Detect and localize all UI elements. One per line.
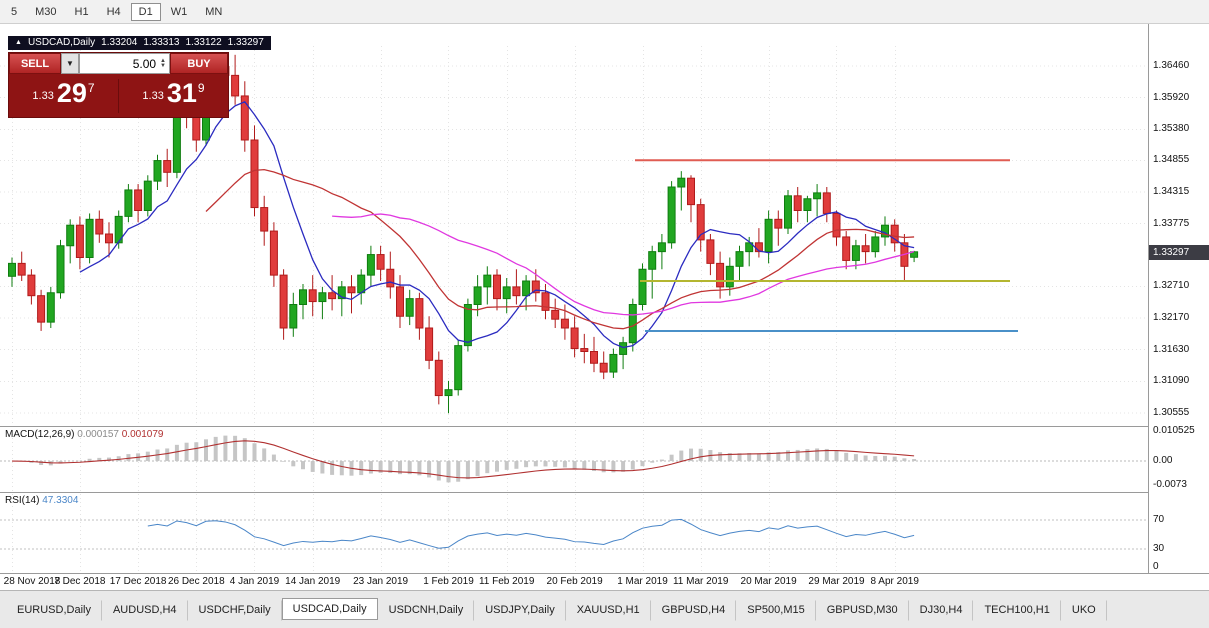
ohlc-low: 1.33122 xyxy=(185,37,222,48)
moving-averages xyxy=(79,101,915,349)
chart-header: ▲ USDCAD,Daily 1.33204 1.33313 1.33122 1… xyxy=(8,36,271,50)
chart-symbol-label: USDCAD,Daily xyxy=(27,37,96,48)
rsi-value: 47.3304 xyxy=(42,495,79,506)
timeframe-toolbar: 5 M30 H1 H4 D1 W1 MN xyxy=(0,0,1209,24)
buy-button[interactable]: BUY xyxy=(170,53,228,74)
rsi-axis-label: 30 xyxy=(1153,543,1165,555)
date-label: 11 Feb 2019 xyxy=(478,576,535,587)
date-label: 14 Jan 2019 xyxy=(285,576,341,587)
collapse-icon[interactable]: ▲ xyxy=(15,39,22,46)
date-label: 20 Feb 2019 xyxy=(546,576,603,587)
sell-price-pip: 7 xyxy=(87,81,95,95)
caret-down-icon: ▼ xyxy=(66,59,74,68)
ohlc-high: 1.33313 xyxy=(143,37,180,48)
date-label: 11 Mar 2019 xyxy=(672,576,729,587)
sell-price-big: 29 xyxy=(56,78,87,108)
date-label: 1 Mar 2019 xyxy=(617,576,668,587)
chart-tab-xauusd-h1[interactable]: XAUUSD,H1 xyxy=(566,600,651,621)
volume-dropdown-button[interactable]: ▼ xyxy=(61,53,79,74)
price-axis-label: 1.32710 xyxy=(1153,280,1190,292)
chart-tab-audusd-h4[interactable]: AUDUSD,H4 xyxy=(102,600,188,621)
price-axis-label: 1.36460 xyxy=(1153,59,1190,71)
macd-label: MACD(12,26,9) 0.000157 0.001079 xyxy=(5,429,163,440)
price-axis-label: 1.31090 xyxy=(1153,375,1190,387)
volume-input[interactable]: 5.00 ▲ ▼ xyxy=(79,53,170,74)
sell-button[interactable]: SELL xyxy=(9,53,61,74)
rsi-label: RSI(14) 47.3304 xyxy=(5,495,78,506)
price-axis-label: 1.33775 xyxy=(1153,217,1190,229)
date-axis: 28 Nov 2018 7 Dec 2018 17 Dec 2018 26 Dec 2… xyxy=(0,574,1148,590)
buy-price-pip: 9 xyxy=(197,81,205,95)
chart-tab-sp500-m15[interactable]: SP500,M15 xyxy=(736,600,816,621)
chart-tab-uko[interactable]: UKO xyxy=(1061,600,1107,621)
horizontal-lines xyxy=(635,159,1018,332)
date-label: 23 Jan 2019 xyxy=(353,576,409,587)
candles xyxy=(8,54,919,414)
chart-tab-eurusd-daily[interactable]: EURUSD,Daily xyxy=(6,600,102,621)
volume-value: 5.00 xyxy=(132,56,157,71)
volume-up-button[interactable]: ▲ xyxy=(160,57,166,64)
macd-axis-label: -0.0073 xyxy=(1153,479,1187,490)
date-label: 28 Nov 2018 xyxy=(3,576,61,587)
buy-price-prefix: 1.33 xyxy=(142,90,164,102)
rsi-pane xyxy=(0,518,1148,550)
one-click-trading-panel: SELL ▼ 5.00 ▲ ▼ BUY 1.33 29 7 xyxy=(8,52,229,118)
macd-signal-value: 0.001079 xyxy=(121,429,164,440)
chart-tab-tech100-h1[interactable]: TECH100,H1 xyxy=(973,600,1061,621)
price-axis-label: 1.30555 xyxy=(1153,406,1190,418)
date-label: 26 Dec 2018 xyxy=(167,576,225,587)
chart-tab-gbpusd-h4[interactable]: GBPUSD,H4 xyxy=(651,600,737,621)
price-axis-label: 1.31630 xyxy=(1153,343,1190,355)
panel-separators xyxy=(0,24,1209,574)
price-axis-label: 1.35380 xyxy=(1153,123,1190,135)
chart-tab-gbpusd-m30[interactable]: GBPUSD,M30 xyxy=(816,600,909,621)
price-divider xyxy=(118,78,119,113)
macd-main-value: 0.000157 xyxy=(77,429,119,440)
timeframe-m30[interactable]: M30 xyxy=(27,3,64,21)
chart-area: ▲ USDCAD,Daily 1.33204 1.33313 1.33122 1… xyxy=(0,24,1209,590)
timeframe-d1[interactable]: D1 xyxy=(130,2,161,21)
date-label: 8 Apr 2019 xyxy=(870,576,919,587)
volume-spinner: ▲ ▼ xyxy=(160,57,166,69)
macd-axis-label: 0.00 xyxy=(1153,455,1173,467)
chart-tab-usdcnh-daily[interactable]: USDCNH,Daily xyxy=(378,600,475,621)
rsi-axis-label: 70 xyxy=(1153,513,1165,525)
timeframe-h1[interactable]: H1 xyxy=(67,3,97,21)
chart-tab-usdcad-daily[interactable]: USDCAD,Daily xyxy=(281,598,378,620)
chart-tabs-bar: EURUSD,Daily AUDUSD,H4 USDCHF,Daily USDCAD,… xyxy=(0,590,1209,628)
date-label: 1 Feb 2019 xyxy=(423,576,474,587)
sell-price-prefix: 1.33 xyxy=(32,90,54,102)
price-axis-label: 1.34855 xyxy=(1153,154,1190,166)
buy-price[interactable]: 1.33 31 9 xyxy=(119,80,228,111)
timeframe-mn[interactable]: MN xyxy=(197,3,230,21)
date-label: 7 Dec 2018 xyxy=(54,576,106,587)
chart-tab-dj30-h4[interactable]: DJ30,H4 xyxy=(909,600,974,621)
ohlc-close: 1.33297 xyxy=(227,37,264,48)
price-axis-label: 1.34315 xyxy=(1153,185,1190,197)
price-axis-label: 1.32170 xyxy=(1153,312,1190,323)
macd-name: MACD(12,26,9) xyxy=(5,429,75,440)
macd-axis-label: 0.010525 xyxy=(1153,425,1195,436)
rsi-axis-label: 0 xyxy=(1153,561,1159,572)
timeframe-h4[interactable]: H4 xyxy=(99,3,129,21)
volume-down-button[interactable]: ▼ xyxy=(160,62,166,69)
timeframe-w1[interactable]: W1 xyxy=(163,3,196,21)
date-label: 20 Mar 2019 xyxy=(740,576,797,587)
rsi-name: RSI(14) xyxy=(5,495,40,506)
timeframe-5[interactable]: 5 xyxy=(3,3,25,21)
ohlc-open: 1.33204 xyxy=(101,37,138,48)
buy-price-big: 31 xyxy=(166,78,197,108)
current-price-badge: 1.33297 xyxy=(1149,244,1209,260)
chart-tab-usdchf-daily[interactable]: USDCHF,Daily xyxy=(188,600,282,621)
date-label: 29 Mar 2019 xyxy=(808,576,865,587)
macd-pane xyxy=(0,435,1148,483)
price-axis: 1.36460 1.35920 1.35380 1.34855 1.34315 1.337… xyxy=(1149,24,1209,573)
chart-canvas[interactable] xyxy=(0,24,1209,590)
sell-price[interactable]: 1.33 29 7 xyxy=(9,80,118,111)
date-label: 17 Dec 2018 xyxy=(109,576,167,587)
price-axis-label: 1.35920 xyxy=(1153,91,1190,103)
date-label: 4 Jan 2019 xyxy=(229,576,280,587)
chart-tab-usdjpy-daily[interactable]: USDJPY,Daily xyxy=(474,600,566,621)
